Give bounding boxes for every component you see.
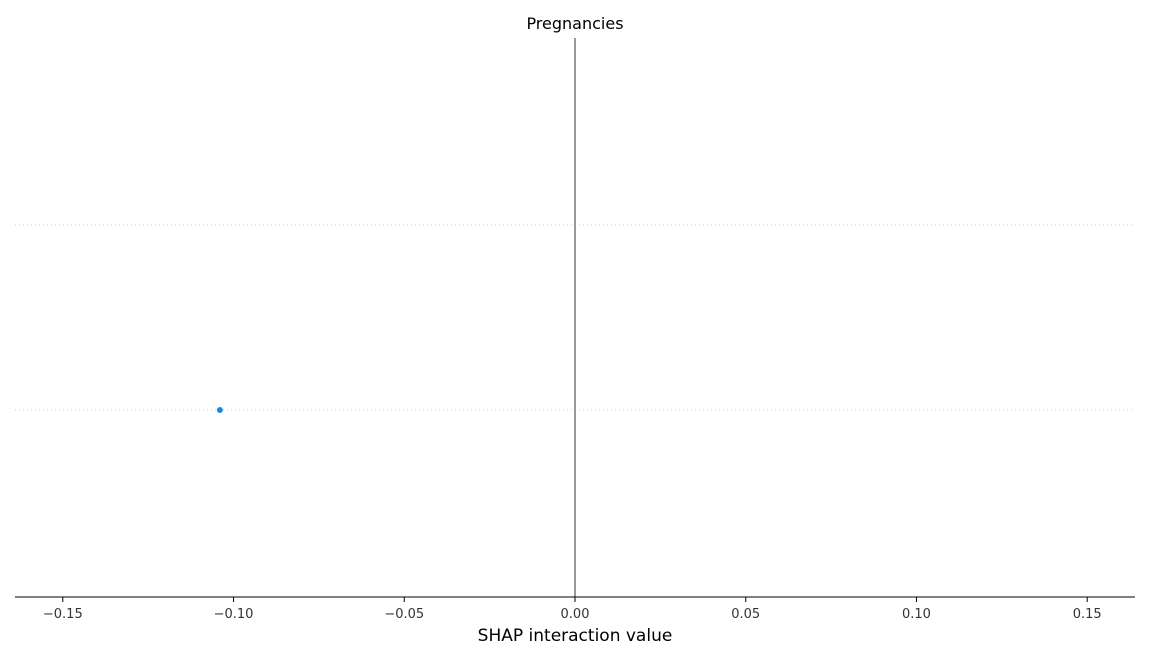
x-tick-label: 0.05: [731, 607, 760, 622]
x-tick-label: 0.15: [1073, 607, 1102, 622]
x-axis-label: SHAP interaction value: [478, 626, 673, 646]
x-tick-label: −0.10: [214, 607, 254, 622]
data-points: [216, 407, 223, 413]
x-tick-label: 0.00: [561, 607, 590, 622]
chart-title: Pregnancies: [526, 14, 623, 33]
scatter-point: [216, 407, 223, 413]
x-tick-label: 0.10: [902, 607, 931, 622]
x-axis-ticks: −0.15 −0.10 −0.05 0.00 0.05 0.10 0.15: [43, 597, 1102, 622]
x-tick-label: −0.05: [384, 607, 424, 622]
x-tick-label: −0.15: [43, 607, 83, 622]
